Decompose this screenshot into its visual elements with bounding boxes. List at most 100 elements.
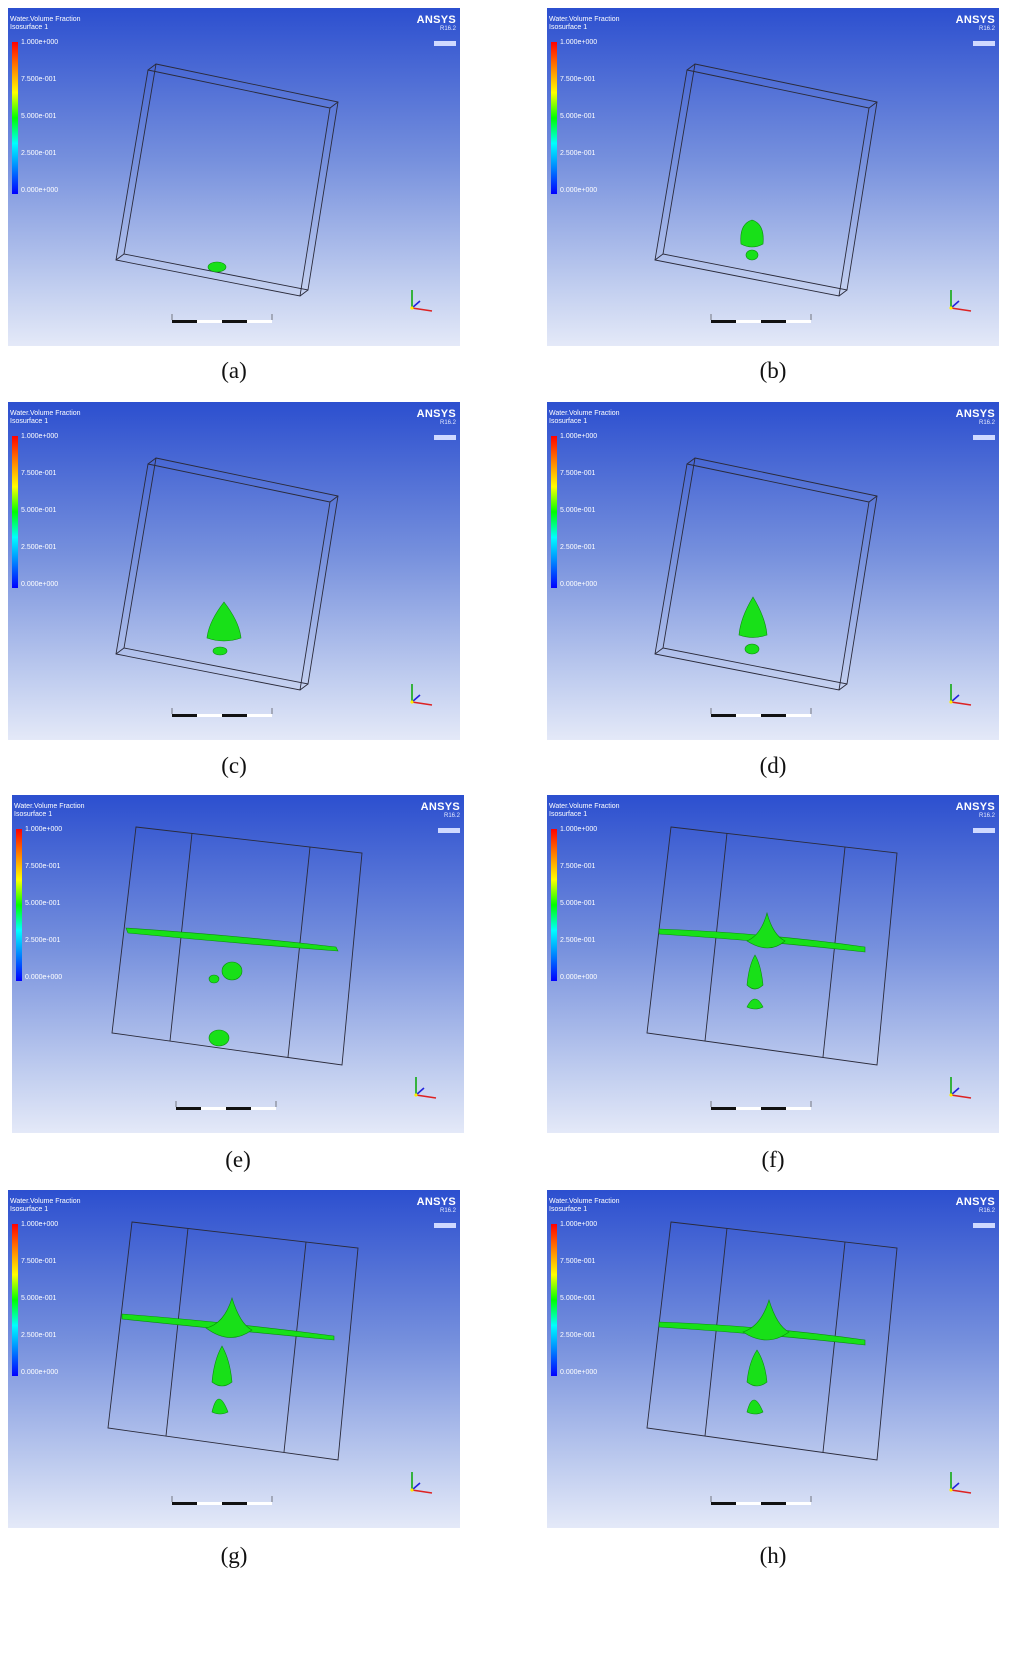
ansys-logo: ANSYS R16.2 — [956, 14, 995, 51]
scale-bar — [710, 1496, 812, 1505]
ansys-logo: ANSYS R16.2 — [417, 14, 456, 51]
scene-viewport — [115, 63, 433, 323]
legend-title: Water.Volume Fraction Isosurface 1 — [10, 410, 81, 425]
colorbar-tick: 0.000e+000 — [560, 187, 598, 194]
colorbar-tick: 5.000e-001 — [25, 900, 61, 907]
scale-bar — [171, 708, 273, 717]
simulation-panel-a: Water.Volume Fraction Isosurface 1 1.000… — [8, 8, 460, 346]
axis-triad-icon — [949, 290, 972, 312]
ansys-logo: ANSYS R16.2 — [417, 1196, 456, 1233]
scene-viewport — [654, 457, 972, 717]
scale-bar — [710, 314, 812, 323]
legend-title: Water.Volume Fraction Isosurface 1 — [14, 803, 85, 818]
colorbar-tick: 0.000e+000 — [560, 1369, 598, 1376]
axis-triad-icon — [410, 684, 433, 706]
colorbar-tick: 1.000e+000 — [21, 39, 59, 46]
colorbar — [551, 1224, 557, 1376]
ansys-logo: ANSYS R16.2 — [421, 801, 460, 838]
ansys-logo: ANSYS R16.2 — [417, 408, 456, 445]
scene-viewport — [107, 1221, 433, 1505]
scale-bar — [171, 1496, 273, 1505]
panel-caption: (c) — [221, 753, 247, 778]
isosurface — [207, 261, 227, 273]
scale-bar — [171, 314, 273, 323]
scale-bar — [710, 1101, 812, 1110]
colorbar-tick: 1.000e+000 — [21, 433, 59, 440]
colorbar-tick: 2.500e-001 — [21, 1332, 57, 1339]
colorbar-tick: 1.000e+000 — [560, 1221, 598, 1228]
colorbar — [551, 829, 557, 981]
domain-box — [107, 1221, 359, 1461]
colorbar — [551, 436, 557, 588]
isosurface — [658, 1298, 866, 1415]
colorbar-tick: 2.500e-001 — [560, 1332, 596, 1339]
colorbar-tick: 7.500e-001 — [560, 1258, 596, 1265]
isosurface — [658, 911, 866, 1010]
domain-box — [115, 63, 339, 297]
legend-title: Water.Volume Fraction Isosurface 1 — [549, 1198, 620, 1213]
scale-bar — [175, 1101, 277, 1110]
colorbar-tick: 0.000e+000 — [25, 974, 63, 981]
panel-caption: (f) — [761, 1147, 785, 1172]
simulation-panel-e: Water.Volume Fraction Isosurface 1 1.000… — [12, 795, 464, 1133]
colorbar-tick: 7.500e-001 — [21, 470, 57, 477]
colorbar-tick: 0.000e+000 — [21, 581, 59, 588]
colorbar-tick: 5.000e-001 — [21, 113, 57, 120]
colorbar — [12, 42, 18, 194]
colorbar-tick: 0.000e+000 — [560, 581, 598, 588]
colorbar-tick: 1.000e+000 — [560, 433, 598, 440]
colorbar-tick: 0.000e+000 — [21, 1369, 59, 1376]
scene-viewport — [646, 826, 972, 1110]
panel-caption: (a) — [221, 358, 247, 383]
colorbar-tick: 7.500e-001 — [560, 863, 596, 870]
axis-triad-icon — [949, 684, 972, 706]
domain-box — [654, 63, 878, 297]
colorbar-tick: 7.500e-001 — [560, 470, 596, 477]
simulation-panel-f: Water.Volume Fraction Isosurface 1 1.000… — [547, 795, 999, 1133]
scene-viewport — [646, 1221, 972, 1505]
colorbar-tick: 2.500e-001 — [21, 544, 57, 551]
ansys-logo: ANSYS R16.2 — [956, 801, 995, 838]
domain-box — [646, 1221, 898, 1461]
panel-caption: (b) — [759, 358, 787, 383]
ansys-logo: ANSYS R16.2 — [956, 408, 995, 445]
colorbar-tick: 5.000e-001 — [21, 507, 57, 514]
legend-title: Water.Volume Fraction Isosurface 1 — [549, 16, 620, 31]
domain-box — [115, 457, 339, 691]
isosurface — [125, 927, 339, 1047]
axis-triad-icon — [410, 1472, 433, 1494]
scene-viewport — [111, 826, 437, 1110]
isosurface — [738, 596, 768, 655]
colorbar-tick: 2.500e-001 — [21, 150, 57, 157]
colorbar-tick: 5.000e-001 — [21, 1295, 57, 1302]
isosurface — [121, 1296, 335, 1415]
scale-bar — [710, 708, 812, 717]
simulation-panel-g: Water.Volume Fraction Isosurface 1 1.000… — [8, 1190, 460, 1528]
panel-caption: (e) — [225, 1147, 251, 1172]
colorbar-tick: 7.500e-001 — [21, 1258, 57, 1265]
colorbar-tick: 5.000e-001 — [560, 507, 596, 514]
colorbar-tick: 5.000e-001 — [560, 1295, 596, 1302]
legend-title: Water.Volume Fraction Isosurface 1 — [10, 16, 81, 31]
axis-triad-icon — [949, 1077, 972, 1099]
scene-viewport — [654, 63, 972, 323]
colorbar-tick: 1.000e+000 — [560, 826, 598, 833]
colorbar-tick: 7.500e-001 — [21, 76, 57, 83]
simulation-panel-b: Water.Volume Fraction Isosurface 1 1.000… — [547, 8, 999, 346]
ansys-logo: ANSYS R16.2 — [956, 1196, 995, 1233]
colorbar-tick: 0.000e+000 — [560, 974, 598, 981]
axis-triad-icon — [414, 1077, 437, 1099]
colorbar-tick: 5.000e-001 — [560, 900, 596, 907]
scene-viewport — [115, 457, 433, 717]
axis-triad-icon — [410, 290, 433, 312]
colorbar-tick: 2.500e-001 — [25, 937, 61, 944]
colorbar-tick: 1.000e+000 — [25, 826, 63, 833]
panel-caption: (d) — [759, 753, 787, 778]
domain-box — [654, 457, 878, 691]
legend-title: Water.Volume Fraction Isosurface 1 — [549, 410, 620, 425]
colorbar-tick: 7.500e-001 — [25, 863, 61, 870]
panel-caption: (g) — [220, 1543, 248, 1568]
simulation-panel-c: Water.Volume Fraction Isosurface 1 1.000… — [8, 402, 460, 740]
simulation-panel-h: Water.Volume Fraction Isosurface 1 1.000… — [547, 1190, 999, 1528]
colorbar-tick: 7.500e-001 — [560, 76, 596, 83]
